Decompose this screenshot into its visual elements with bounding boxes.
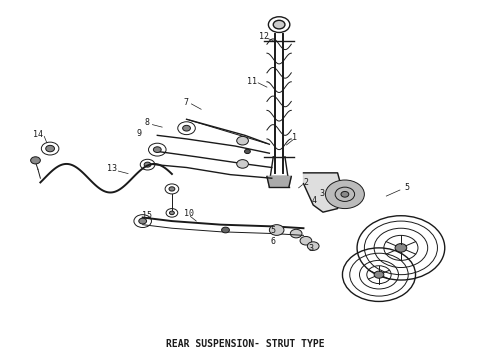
Text: 9: 9 [136,129,141,138]
Circle shape [237,136,248,145]
Circle shape [144,162,151,167]
Text: 13: 13 [107,164,118,173]
Text: 6: 6 [271,237,276,246]
Circle shape [325,180,365,208]
Circle shape [30,157,40,164]
Circle shape [245,149,250,154]
Text: 14: 14 [33,130,44,139]
Circle shape [139,218,147,224]
Circle shape [221,227,229,233]
Polygon shape [303,173,343,212]
Text: 12: 12 [260,32,270,41]
Circle shape [395,244,407,252]
Text: 7: 7 [183,98,188,107]
Text: 15: 15 [142,211,151,220]
Text: 2: 2 [303,178,308,187]
Text: 5: 5 [271,226,276,235]
Text: 8: 8 [144,118,149,127]
Circle shape [46,145,54,152]
Circle shape [237,159,248,168]
Circle shape [170,211,174,215]
Circle shape [273,20,285,29]
Text: 3: 3 [319,189,324,198]
Text: 4: 4 [312,195,317,204]
Text: 3: 3 [308,244,313,253]
Circle shape [374,271,384,278]
Circle shape [153,147,161,153]
Text: 11: 11 [247,77,257,86]
Circle shape [183,125,191,131]
Text: REAR SUSPENSION- STRUT TYPE: REAR SUSPENSION- STRUT TYPE [166,339,324,349]
Text: 1: 1 [292,133,297,142]
Circle shape [307,242,319,250]
Circle shape [270,225,284,235]
Circle shape [169,187,175,191]
Circle shape [300,237,312,245]
Circle shape [290,229,302,238]
Polygon shape [267,176,291,187]
Text: 10: 10 [184,210,194,219]
Circle shape [341,192,349,197]
Text: 5: 5 [404,183,409,192]
